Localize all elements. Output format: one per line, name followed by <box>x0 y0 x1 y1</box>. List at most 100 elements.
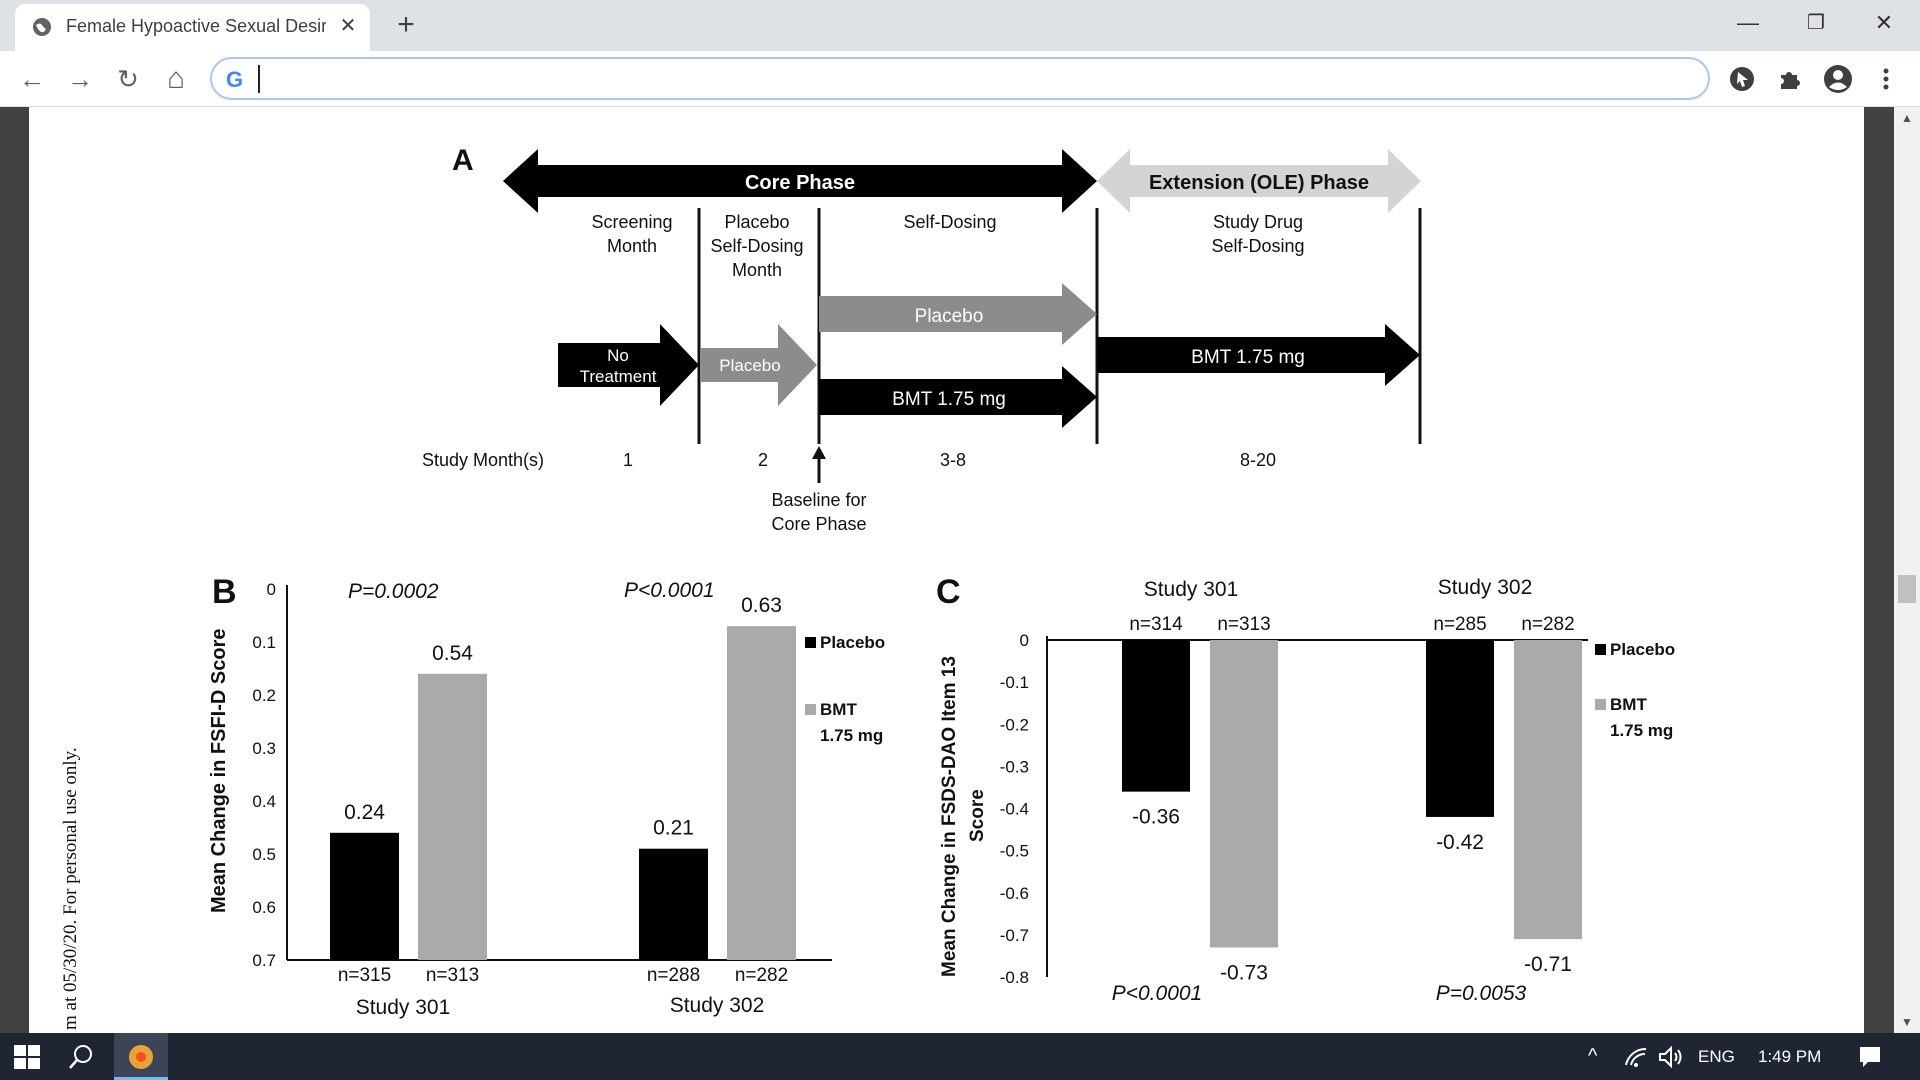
new-tab-button[interactable]: + <box>397 8 415 41</box>
panel-b-category-302: Study 302 <box>670 994 765 1017</box>
y-tick-label: 0.4 <box>252 792 276 811</box>
bar-bmt <box>727 626 796 960</box>
panel-a-label: A <box>452 144 474 177</box>
data-label: 0.54 <box>432 642 473 665</box>
windows-start-icon[interactable] <box>14 1045 40 1069</box>
sample-size-label: n=285 <box>1433 614 1486 635</box>
panel-c-label: C <box>936 573 961 611</box>
panel-c-category-301: Study 301 <box>1144 578 1239 601</box>
y-tick-label: -0.6 <box>1000 884 1029 903</box>
scroll-thumb[interactable] <box>1898 575 1916 603</box>
placebo-core-arrow <box>819 283 1097 345</box>
sample-size-label: n=288 <box>647 965 700 986</box>
panel-a: A Core Phase Extension (OLE) Phase Scree… <box>422 144 1422 534</box>
scrollbar[interactable]: ▲ ▼ <box>1894 107 1920 1033</box>
sample-size-label: n=314 <box>1129 614 1183 635</box>
address-bar[interactable]: G <box>210 57 1710 100</box>
extension-phase-arrow <box>1097 149 1421 213</box>
wifi-icon[interactable] <box>1624 1045 1648 1069</box>
bar-bmt <box>1514 640 1582 940</box>
study-months-label: Study Month(s) <box>422 450 544 470</box>
volume-icon[interactable] <box>1658 1045 1684 1069</box>
panel-b-pvalue-302: P<0.0001 <box>624 579 715 602</box>
panel-c: C Mean Change in FSDS-DAO Item 13 Score … <box>936 573 1675 1005</box>
cursor-extension-icon[interactable] <box>1726 63 1758 95</box>
chevron-up-icon[interactable]: ^ <box>1588 1045 1598 1067</box>
y-tick-label: 0.6 <box>252 898 276 917</box>
kebab-menu-icon[interactable] <box>1870 63 1902 95</box>
sample-size-label: n=313 <box>1217 614 1270 635</box>
panel-b-legend-bmt: BMT <box>820 700 857 719</box>
sample-size-label: n=282 <box>735 965 788 986</box>
forward-button[interactable]: → <box>67 64 93 94</box>
panel-b: B Mean Change in FSFI-D Score P=0.0002 P… <box>208 573 885 1019</box>
scroll-up-icon[interactable]: ▲ <box>1901 111 1913 125</box>
panel-c-pvalue-302: P=0.0053 <box>1436 982 1527 1005</box>
panel-c-legend-placebo: Placebo <box>1610 640 1675 659</box>
bar-bmt <box>418 673 487 960</box>
back-button[interactable]: ← <box>19 64 45 94</box>
bar-bmt <box>1210 640 1278 948</box>
scroll-down-icon[interactable]: ▼ <box>1901 1015 1913 1029</box>
bar-placebo <box>330 832 399 960</box>
bmt-core-arrow <box>819 366 1097 428</box>
panel-b-label: B <box>212 573 237 611</box>
baseline-label-line1: Baseline for <box>771 490 866 510</box>
puzzle-extensions-icon[interactable] <box>1774 63 1806 95</box>
sample-size-label: n=315 <box>338 965 391 986</box>
y-tick-label: 0.1 <box>252 633 276 652</box>
panel-b-pvalue-301: P=0.0002 <box>348 580 439 603</box>
panel-c-ylabel-line2: Score <box>967 789 988 842</box>
tab-strip: Female Hypoactive Sexual Desire ✕ + — ❐ … <box>0 0 1920 51</box>
clock[interactable]: 1:49 PM <box>1758 1047 1822 1066</box>
screening-heading-line1: Screening <box>591 212 672 232</box>
panel-b-legend-placebo: Placebo <box>820 633 885 652</box>
panel-c-legend-placebo-swatch <box>1595 644 1606 655</box>
bmt-extension-arrow-label: BMT 1.75 mg <box>1191 347 1305 368</box>
bar-placebo <box>1426 640 1494 817</box>
self-dosing-heading: Self-Dosing <box>903 212 996 232</box>
y-tick-label: -0.5 <box>1000 842 1029 861</box>
study-design-figure: A Core Phase Extension (OLE) Phase Scree… <box>208 144 1675 1019</box>
browser-tab[interactable]: Female Hypoactive Sexual Desire ✕ <box>15 4 370 51</box>
address-input[interactable] <box>258 65 1658 93</box>
extension-phase-label: Extension (OLE) Phase <box>1149 172 1369 194</box>
chrome-app-icon <box>129 1045 153 1069</box>
y-tick-label: 0.2 <box>252 686 276 705</box>
core-phase-label: Core Phase <box>745 172 855 194</box>
bmt-extension-arrow <box>1097 324 1420 386</box>
panel-c-legend-bmt-swatch <box>1595 699 1606 710</box>
y-tick-label: -0.3 <box>1000 757 1029 776</box>
minimize-button[interactable]: — <box>1737 10 1759 35</box>
panel-c-pvalue-301: P<0.0001 <box>1112 982 1203 1005</box>
globe-icon <box>33 18 51 36</box>
home-button[interactable]: ⌂ <box>166 62 186 95</box>
panel-b-legend-bmt-swatch <box>805 704 816 715</box>
tab-close-button[interactable]: ✕ <box>339 15 357 37</box>
panel-b-ylabel: Mean Change in FSFI-D Score <box>208 629 230 913</box>
profile-icon[interactable] <box>1822 63 1854 95</box>
y-tick-label: -0.7 <box>1000 926 1029 945</box>
month-8-20: 8-20 <box>1240 450 1276 470</box>
placebo-core-arrow-label: Placebo <box>915 306 984 327</box>
language-indicator[interactable]: ENG <box>1698 1047 1735 1066</box>
y-tick-label: -0.2 <box>1000 715 1029 734</box>
month-1: 1 <box>623 450 633 470</box>
no-treatment-label-line1: No <box>607 346 629 365</box>
sample-size-label: n=313 <box>426 965 479 986</box>
y-tick-label: 0 <box>267 580 276 599</box>
reload-button[interactable]: ↻ <box>117 64 139 94</box>
screening-heading-line2: Month <box>607 236 657 256</box>
study-drug-heading-line2: Self-Dosing <box>1211 236 1304 256</box>
search-icon[interactable] <box>68 1044 94 1070</box>
panel-c-ylabel-line1: Mean Change in FSDS-DAO Item 13 <box>939 656 960 977</box>
bar-placebo <box>1122 640 1190 792</box>
panel-b-legend-dose: 1.75 mg <box>820 726 883 745</box>
restore-button[interactable]: ❐ <box>1807 12 1825 34</box>
notification-icon[interactable] <box>1858 1045 1882 1069</box>
chrome-app-button[interactable] <box>114 1033 168 1080</box>
panel-c-legend-dose: 1.75 mg <box>1610 721 1673 740</box>
panel-b-category-301: Study 301 <box>356 996 451 1019</box>
y-tick-label: -0.4 <box>1000 800 1029 819</box>
window-close-button[interactable]: ✕ <box>1874 10 1894 35</box>
